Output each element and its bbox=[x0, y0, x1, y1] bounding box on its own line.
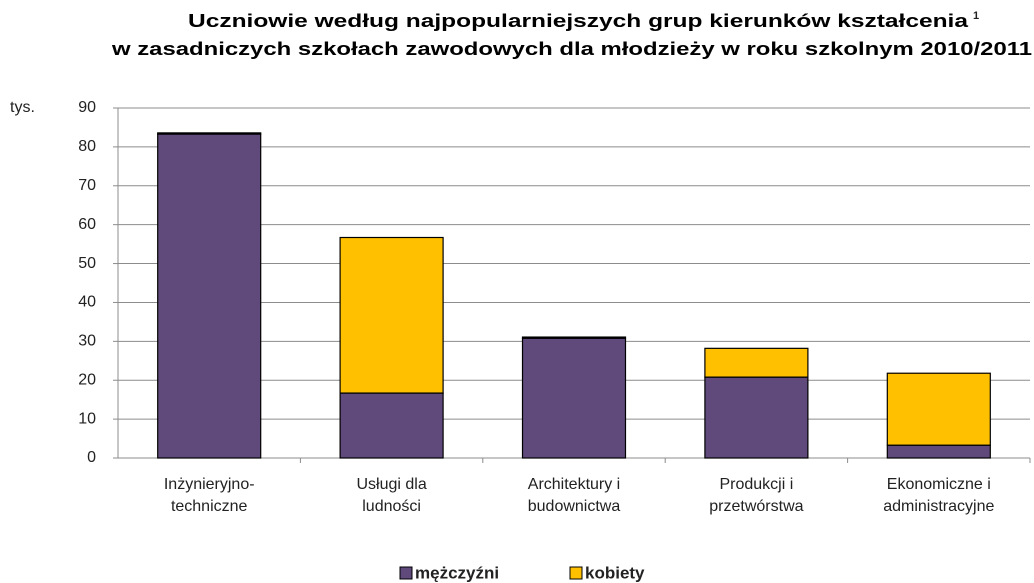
x-tick-label-line: przetwórstwa bbox=[709, 498, 803, 515]
x-tick-label-line: techniczne bbox=[171, 498, 248, 515]
y-tick-label: 60 bbox=[78, 216, 96, 233]
x-tick-label: Ekonomiczne i administracyjne bbox=[883, 476, 994, 515]
bar-segment bbox=[339, 392, 444, 459]
bar-segment bbox=[704, 347, 809, 378]
chart-subtitle: w zasadniczych szkołach zawodowych dla m… bbox=[111, 39, 1032, 59]
y-tick-label: 40 bbox=[78, 294, 96, 311]
bar-segment bbox=[157, 132, 262, 135]
x-tick-label-line: Ekonomiczne i bbox=[887, 476, 991, 493]
legend-label: mężczyźni bbox=[415, 563, 499, 582]
y-tick-label: 20 bbox=[78, 371, 96, 388]
chart-title: Uczniowie według najpopularniejszych gru… bbox=[188, 11, 969, 31]
bar-segment bbox=[521, 337, 627, 459]
y-tick-label: 80 bbox=[78, 138, 96, 155]
x-tick-label-line: ludności bbox=[362, 498, 421, 515]
y-tick-label: 0 bbox=[87, 449, 96, 466]
x-tick-label-line: budownictwa bbox=[528, 498, 621, 515]
x-tick-label: Architektury i budownictwa bbox=[528, 476, 621, 515]
bar-segment bbox=[521, 336, 627, 339]
x-tick-label-line: administracyjne bbox=[883, 498, 994, 515]
x-tick-label: Usługi dla ludności bbox=[356, 476, 426, 515]
x-tick-label: Produkcji i przetwórstwa bbox=[709, 476, 803, 515]
bar-segment bbox=[339, 236, 444, 394]
x-tick-label-line: Produkcji i bbox=[719, 476, 793, 493]
x-tick-label-line: Usługi dla bbox=[356, 476, 426, 493]
y-tick-label: 30 bbox=[78, 333, 96, 350]
y-unit: tys. bbox=[10, 99, 35, 116]
title-footnote: 1 bbox=[973, 10, 979, 22]
y-tick-label: 90 bbox=[78, 99, 96, 116]
bar-segment bbox=[157, 133, 262, 459]
y-tick-label: 50 bbox=[78, 255, 96, 272]
x-tick-label-line: Architektury i bbox=[528, 476, 620, 493]
y-tick-label: 70 bbox=[78, 177, 96, 194]
bar-segment bbox=[704, 376, 809, 459]
legend-label: kobiety bbox=[585, 563, 645, 582]
x-tick-label-line: Inżynieryjno- bbox=[164, 476, 255, 493]
legend-swatch bbox=[399, 566, 413, 580]
bar-segment bbox=[886, 372, 991, 446]
legend-swatch bbox=[569, 566, 583, 580]
y-tick-label: 10 bbox=[78, 410, 96, 427]
bar-segment bbox=[886, 444, 991, 459]
x-tick-label: Inżynieryjno-techniczne bbox=[164, 476, 255, 515]
